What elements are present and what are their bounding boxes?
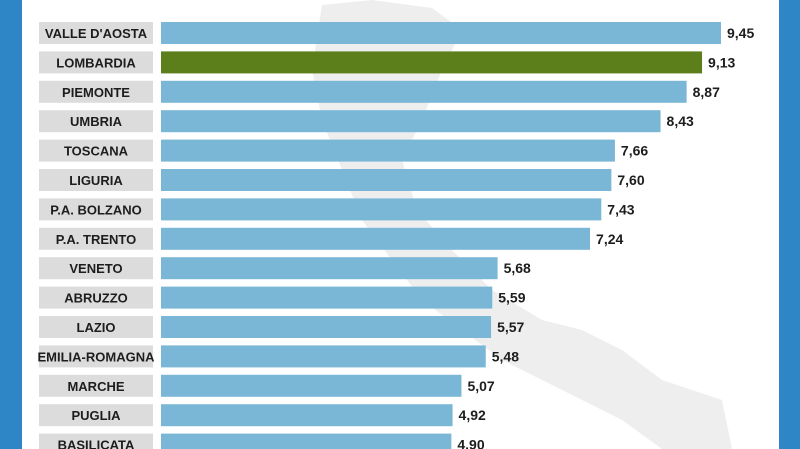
category-label: PIEMONTE xyxy=(62,85,130,100)
data-label: 5,59 xyxy=(498,290,525,306)
bar-row: MARCHE 5,07 xyxy=(39,374,495,397)
bar xyxy=(161,139,615,162)
bar xyxy=(161,22,721,44)
category-label-background xyxy=(39,433,153,449)
bar xyxy=(161,433,452,449)
category-label: ABRUZZO xyxy=(64,291,128,306)
bar-row: VENETO 5,68 xyxy=(39,257,531,280)
bar-row: LIGURIA 7,60 xyxy=(39,169,645,191)
data-label: 5,57 xyxy=(497,319,524,335)
data-label: 7,43 xyxy=(607,201,634,217)
data-label: 5,07 xyxy=(467,378,494,394)
category-label-background xyxy=(39,345,153,368)
category-label-background xyxy=(39,139,153,162)
category-label: VENETO xyxy=(69,261,122,276)
category-label-background xyxy=(39,374,153,397)
data-label: 7,66 xyxy=(621,143,648,159)
category-label: UMBRIA xyxy=(70,114,123,129)
data-label: 5,48 xyxy=(492,348,519,364)
bar xyxy=(161,227,591,250)
data-label: 5,68 xyxy=(504,260,531,276)
bar-row: TOSCANA 7,66 xyxy=(39,139,648,162)
category-label: TOSCANA xyxy=(64,144,129,159)
bar-row: ABRUZZO 5,59 xyxy=(39,286,526,309)
category-label: PUGLIA xyxy=(71,408,121,423)
bar xyxy=(161,80,687,103)
bar-row: LOMBARDIA 9,13 xyxy=(39,51,735,74)
bar xyxy=(161,257,498,280)
category-label: P.A. BOLZANO xyxy=(50,202,142,217)
bar xyxy=(161,169,612,191)
data-label: 9,45 xyxy=(727,25,754,41)
category-label-background xyxy=(39,110,153,133)
data-label: 4,90 xyxy=(457,437,484,449)
bar xyxy=(161,198,602,221)
category-label: P.A. TRENTO xyxy=(56,232,136,247)
data-label: 4,92 xyxy=(459,407,486,423)
data-label: 7,24 xyxy=(596,231,623,247)
bar-row: BASILICATA 4,90 xyxy=(39,433,485,449)
bar xyxy=(161,374,462,397)
bar xyxy=(161,286,493,309)
category-label: VALLE D'AOSTA xyxy=(45,26,148,41)
bar-row: PIEMONTE 8,87 xyxy=(39,80,720,103)
data-label: 7,60 xyxy=(617,172,644,188)
bar xyxy=(161,316,492,338)
bar xyxy=(161,404,453,427)
bar-row: P.A. TRENTO 7,24 xyxy=(39,227,623,250)
data-label: 9,13 xyxy=(708,54,735,70)
category-label: BASILICATA xyxy=(58,438,135,449)
bar-chart: VALLE D'AOSTA 9,45 LOMBARDIA 9,13 PIEMONTE 8,… xyxy=(38,22,754,449)
bar-row: LAZIO 5,57 xyxy=(39,316,525,338)
data-label: 8,43 xyxy=(667,113,694,129)
bar-row: PUGLIA 4,92 xyxy=(39,404,486,427)
category-label-background xyxy=(39,51,153,74)
category-label: EMILIA-ROMAGNA xyxy=(38,349,156,364)
category-label-background xyxy=(39,227,153,250)
data-label: 8,87 xyxy=(693,84,720,100)
infographic-panel: VALLE D'AOSTA 9,45 LOMBARDIA 9,13 PIEMONTE 8,… xyxy=(22,0,779,449)
category-label-background xyxy=(39,198,153,221)
bar xyxy=(161,51,703,74)
category-label: LAZIO xyxy=(77,320,116,335)
category-label-background xyxy=(39,404,153,427)
category-label-background xyxy=(39,22,153,44)
category-label-background xyxy=(39,80,153,103)
category-label-background xyxy=(39,169,153,191)
category-label-background xyxy=(39,257,153,280)
category-label: MARCHE xyxy=(67,379,124,394)
bar xyxy=(161,110,661,133)
bar-row: VALLE D'AOSTA 9,45 xyxy=(39,22,754,44)
bar-row: EMILIA-ROMAGNA 5,48 xyxy=(38,345,519,368)
category-label: LIGURIA xyxy=(69,173,123,188)
category-label: LOMBARDIA xyxy=(56,55,136,70)
category-label-background xyxy=(39,286,153,309)
bar-row: P.A. BOLZANO 7,43 xyxy=(39,198,635,221)
category-label-background xyxy=(39,316,153,338)
bar-row: UMBRIA 8,43 xyxy=(39,110,694,133)
bar xyxy=(161,345,486,368)
